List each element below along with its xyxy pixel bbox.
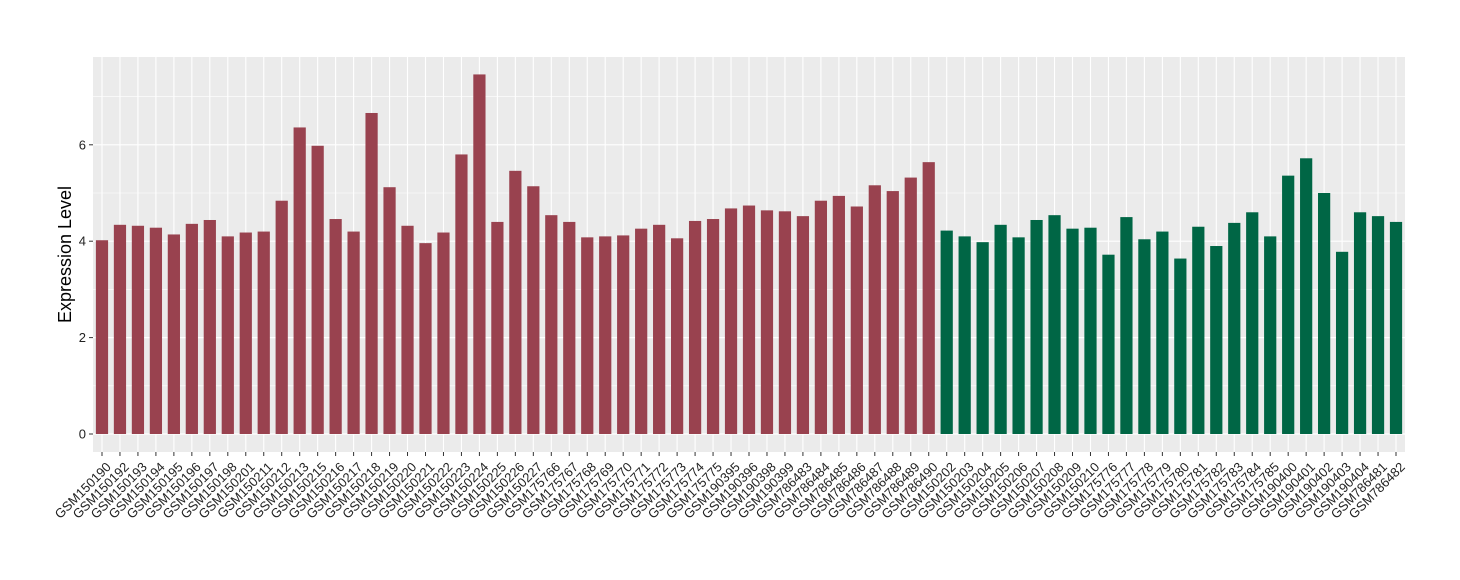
bar-GSM150198 [221,236,234,434]
bar-GSM150193 [131,225,145,434]
bar-GSM150217 [347,231,360,434]
bar-GSM150211 [257,231,270,434]
y-tick-label: 2 [79,330,86,345]
bars [95,74,1403,435]
bar-GSM175781 [1192,226,1205,434]
bar-GSM150220 [401,225,414,434]
bar-GSM190401 [1300,158,1313,434]
bar-GSM150212 [275,200,288,434]
y-axis-title: Expression Level [55,186,75,323]
bar-GSM150202 [940,230,953,434]
bar-GSM150190 [95,240,109,434]
bar-GSM190402 [1318,193,1331,434]
bar-GSM786489 [904,177,917,435]
bar-GSM175778 [1138,239,1151,434]
bar-GSM190403 [1335,251,1349,434]
bar-GSM190396 [742,205,756,434]
bar-GSM150221 [419,243,432,434]
y-tick-label: 4 [79,234,86,249]
bar-GSM150203 [958,236,971,434]
bar-GSM150205 [994,224,1007,434]
bar-GSM150226 [509,170,522,434]
bar-GSM150210 [1084,227,1097,434]
bar-GSM150207 [1030,219,1043,434]
bar-GSM150197 [203,219,216,434]
y-tick-label: 0 [79,427,86,442]
bar-GSM150218 [365,112,378,434]
bar-GSM150215 [311,145,324,435]
bar-GSM786486 [850,206,863,434]
bar-GSM786487 [868,185,881,434]
bar-GSM786490 [922,162,935,435]
bar-GSM175780 [1174,258,1187,434]
bar-GSM175767 [563,221,576,434]
bar-GSM150208 [1048,215,1061,434]
bar-GSM175770 [617,235,630,434]
bar-GSM175769 [599,236,612,434]
bar-GSM175774 [688,220,702,434]
bar-GSM175777 [1120,217,1133,434]
bar-GSM150195 [167,234,180,434]
bar-GSM150206 [1012,237,1025,434]
bar-GSM150216 [329,219,342,434]
bar-GSM175771 [635,228,648,434]
bar-GSM175785 [1264,236,1277,434]
bar-GSM175776 [1102,254,1115,434]
bar-GSM175766 [545,215,558,434]
bar-GSM150192 [113,224,127,434]
bar-GSM175783 [1228,222,1241,434]
bar-GSM190398 [760,210,774,434]
bar-GSM150227 [527,186,540,434]
bar-GSM150196 [185,223,198,434]
y-tick-label: 6 [79,137,86,152]
bar-GSM786484 [814,200,828,434]
bar-GSM175784 [1246,212,1259,434]
bar-GSM150204 [976,242,989,434]
bar-GSM150201 [239,232,252,434]
bar-GSM786485 [832,195,845,434]
bar-GSM786482 [1389,221,1403,434]
bar-GSM150224 [473,74,486,434]
bar-GSM150209 [1066,228,1079,434]
bar-GSM786481 [1371,216,1385,434]
bar-GSM190404 [1353,212,1367,434]
bar-GSM150213 [293,127,306,434]
bar-GSM175782 [1210,246,1223,434]
bar-GSM150219 [383,187,396,434]
bar-GSM150223 [455,154,468,434]
bar-GSM175768 [581,237,594,434]
bar-GSM150225 [491,221,504,434]
bar-GSM150194 [149,227,163,434]
bar-GSM175773 [670,238,684,434]
bar-GSM190400 [1282,175,1295,434]
bar-GSM190399 [778,211,792,434]
bar-GSM190395 [724,208,738,434]
x-axis: GSM150190GSM150192GSM150193GSM150194GSM1… [52,452,1408,522]
bar-GSM786488 [886,191,899,434]
bar-GSM786483 [796,216,810,434]
bar-GSM175772 [653,224,666,434]
bar-GSM175779 [1156,231,1169,434]
bar-GSM175775 [706,219,720,434]
bar-GSM150222 [437,232,450,434]
y-axis: 0 2 4 6 [79,137,93,442]
